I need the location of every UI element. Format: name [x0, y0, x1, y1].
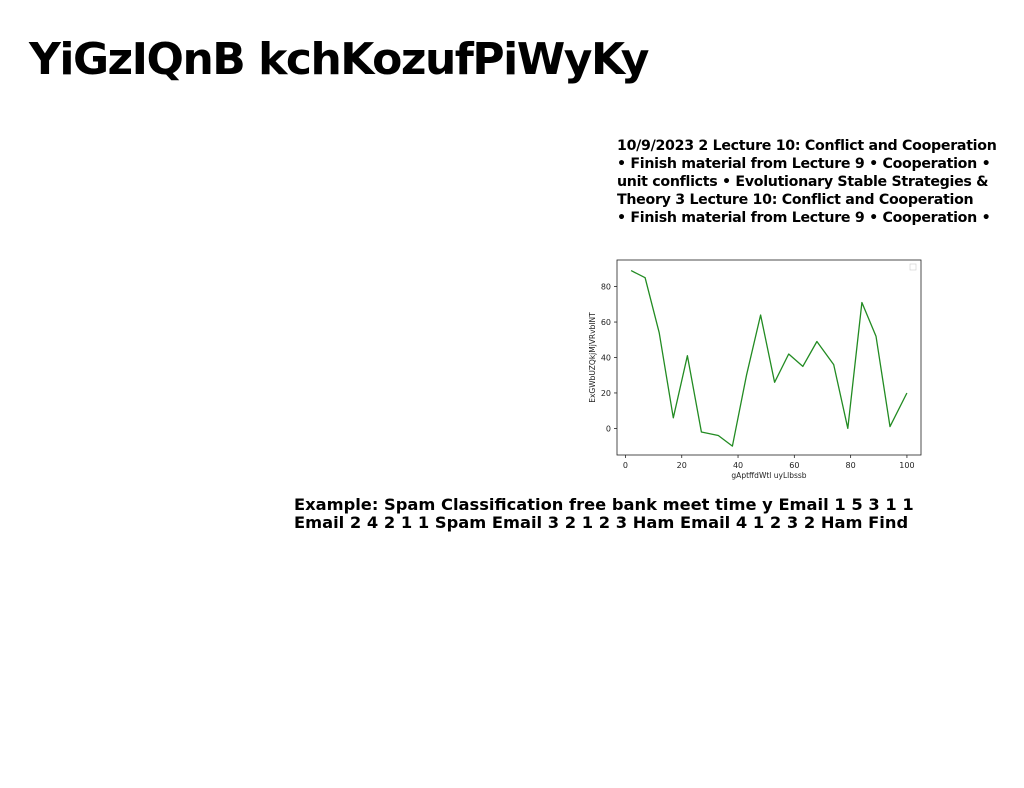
- line-chart: 0 20 40 60 80 100 0 20 40 60 80 gAptffdWtl uyLlbssb…: [586, 256, 926, 480]
- line-chart-svg: 0 20 40 60 80 100 0 20 40 60 80 gAptffdWtl uyLlbssb…: [588, 259, 922, 480]
- y-tick-label: 20: [601, 389, 611, 398]
- legend-box: [909, 263, 917, 271]
- example-text-line: Example: Spam Classification free bank m…: [294, 495, 914, 514]
- y-axis-label: ExGWbUZQkjMjVRvbINT: [588, 312, 597, 403]
- lecture-text-block: 10/9/2023 2 Lecture 10: Conflict and Coo…: [617, 137, 1024, 227]
- y-tick-label: 80: [601, 283, 611, 292]
- y-tick-label: 40: [601, 354, 611, 363]
- lecture-text-line: Theory 3 Lecture 10: Conflict and Cooper…: [617, 192, 974, 208]
- x-tick-label: 40: [733, 461, 743, 470]
- y-tick-label: 0: [606, 424, 611, 433]
- lecture-text-line: • Finish material from Lecture 9 • Coope…: [617, 156, 991, 172]
- x-tick-label: 0: [623, 461, 628, 470]
- series-line: [630, 270, 908, 447]
- x-tick-label: 60: [789, 461, 799, 470]
- x-axis-label: gAptffdWtl uyLlbssb: [731, 471, 806, 480]
- lecture-text-line: • Finish material from Lecture 9 • Coope…: [617, 210, 991, 226]
- page-title: YiGzIQnB kchKozufPiWyKy: [29, 34, 649, 85]
- example-text-line: Email 2 4 2 1 1 Spam Email 3 2 1 2 3 Ham…: [294, 513, 909, 532]
- example-text-block: Example: Spam Classification free bank m…: [294, 496, 914, 532]
- lecture-text-line: unit conflicts • Evolutionary Stable Str…: [617, 174, 989, 190]
- x-tick-label: 20: [677, 461, 687, 470]
- x-tick-label: 100: [899, 461, 914, 470]
- lecture-text-line: 10/9/2023 2 Lecture 10: Conflict and Coo…: [617, 138, 997, 154]
- y-tick-label: 60: [601, 318, 611, 327]
- x-tick-label: 80: [846, 461, 856, 470]
